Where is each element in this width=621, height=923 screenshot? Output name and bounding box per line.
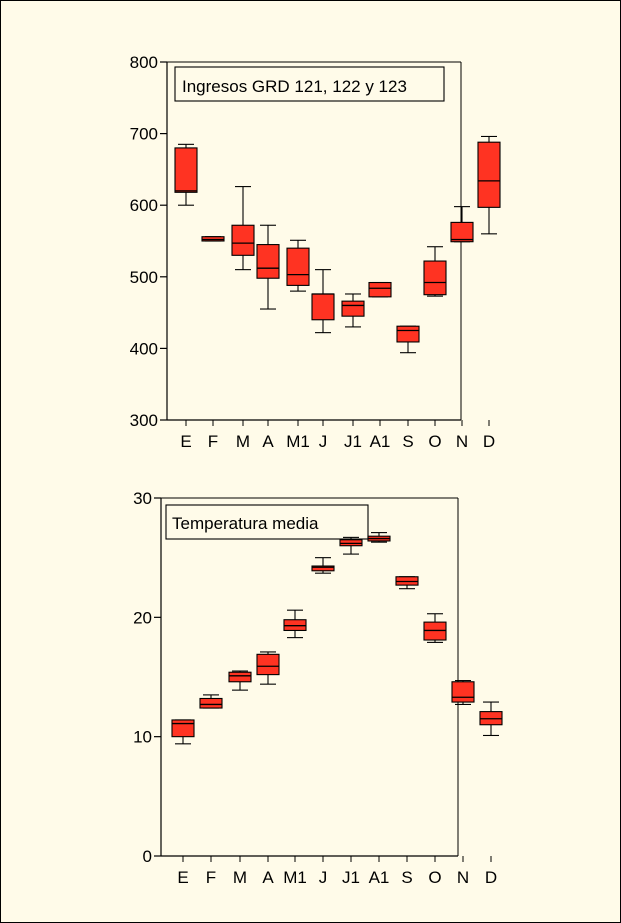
y-tick-label: 300	[130, 411, 158, 430]
x-tick-label: N	[457, 868, 469, 887]
box-J1	[339, 536, 363, 555]
x-tick-label: M	[236, 432, 250, 451]
y-tick-label: 20	[133, 608, 152, 627]
box-S	[396, 325, 420, 354]
x-tick-label: A1	[370, 432, 391, 451]
box-iqr	[477, 141, 501, 208]
box-J	[311, 269, 335, 334]
box-iqr	[311, 565, 335, 572]
box-iqr	[286, 247, 310, 286]
y-tick-label: 800	[130, 53, 158, 72]
box-O	[423, 613, 447, 643]
x-tick-label: N	[456, 432, 468, 451]
box-A1	[368, 281, 392, 298]
chart-title: Ingresos GRD 121, 122 y 123	[182, 77, 407, 96]
chart-title-box	[174, 66, 445, 102]
x-tick-label: J	[319, 868, 328, 887]
box-F	[199, 694, 223, 709]
x-tick-label: E	[177, 868, 188, 887]
x-tick-label: J1	[342, 868, 360, 887]
box-iqr	[341, 300, 365, 317]
box-M1	[283, 609, 307, 639]
x-tick-label: S	[402, 432, 413, 451]
box-M	[228, 670, 252, 691]
x-tick-label: A	[262, 868, 274, 887]
box-E	[174, 143, 198, 206]
box-iqr	[311, 293, 335, 321]
box-J1	[341, 293, 365, 328]
x-tick-label: M	[233, 868, 247, 887]
x-tick-label: E	[180, 432, 191, 451]
box-M	[231, 186, 255, 271]
box-J	[311, 557, 335, 574]
y-tick-label: 30	[133, 489, 152, 508]
x-tick-label: M1	[286, 432, 310, 451]
box-iqr	[199, 697, 223, 709]
box-iqr	[423, 260, 447, 296]
box-iqr	[228, 671, 252, 683]
x-tick-label: D	[483, 432, 495, 451]
box-iqr	[174, 147, 198, 193]
x-tick-label: F	[208, 432, 218, 451]
x-tick-label: M1	[283, 868, 307, 887]
y-tick-label: 500	[130, 268, 158, 287]
x-tick-label: J1	[344, 432, 362, 451]
box-F	[201, 236, 225, 242]
box-iqr	[450, 221, 474, 243]
box-iqr	[256, 244, 280, 279]
box-N	[450, 206, 474, 243]
box-M1	[286, 239, 310, 292]
box-A	[256, 224, 280, 310]
box-S	[395, 576, 419, 590]
y-tick-label: 400	[130, 339, 158, 358]
chart-2: 0 10 20 30 E F M A M1 J J1 A1 S O N D Temperatura media	[133, 489, 503, 887]
box-A1	[367, 532, 391, 543]
box-N	[451, 680, 475, 705]
box-iqr	[201, 236, 225, 242]
box-D	[477, 135, 501, 235]
box-iqr	[256, 653, 280, 676]
box-iqr	[396, 325, 420, 343]
box-iqr	[231, 224, 255, 256]
chart-1: 300 400 500 600 700 800 E F M A M1 J J1 A1 S O N D Ingreso…	[130, 53, 501, 451]
x-tick-label: J	[319, 432, 328, 451]
y-tick-label: 600	[130, 196, 158, 215]
box-iqr	[368, 281, 392, 298]
box-A	[256, 651, 280, 685]
box-E	[171, 719, 195, 745]
box-iqr	[451, 681, 475, 703]
x-tick-label: O	[428, 432, 441, 451]
box-O	[423, 246, 447, 297]
chart-title: Temperatura media	[172, 514, 319, 533]
x-tick-label: O	[428, 868, 441, 887]
box-iqr	[171, 719, 195, 738]
x-tick-label: S	[401, 868, 412, 887]
y-tick-label: 700	[130, 125, 158, 144]
x-tick-label: F	[206, 868, 216, 887]
chart-title-box	[165, 504, 369, 540]
x-tick-label: D	[485, 868, 497, 887]
x-tick-label: A1	[369, 868, 390, 887]
x-tick-label: A	[262, 432, 274, 451]
box-D	[479, 701, 503, 737]
y-tick-label: 10	[133, 728, 152, 747]
y-tick-label: 0	[143, 847, 152, 866]
